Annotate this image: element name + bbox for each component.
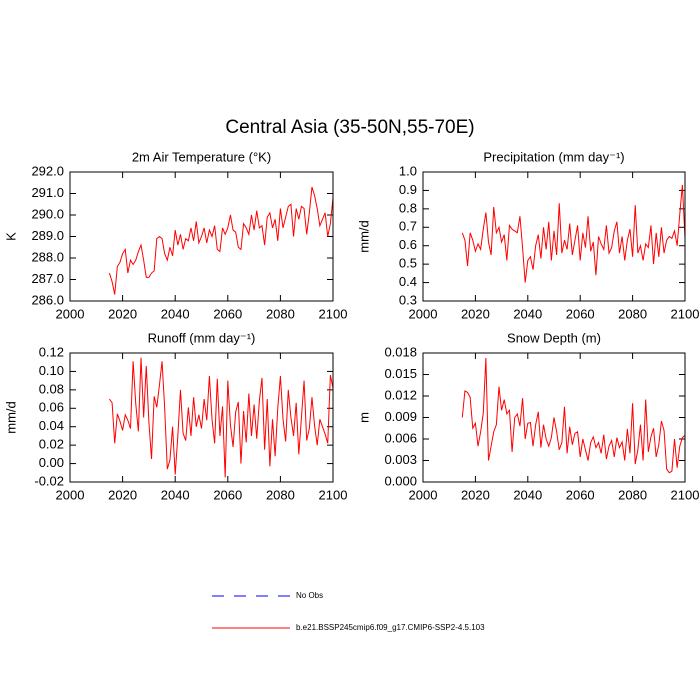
y-tick-label: 1.0: [399, 163, 417, 178]
x-tick-label: 2000: [56, 487, 85, 502]
x-tick-label: 2100: [319, 306, 348, 321]
y-tick-label: 0.000: [384, 473, 417, 488]
x-tick-label: 2100: [671, 487, 700, 502]
y-axis-label: mm/d: [3, 401, 18, 434]
x-tick-label: 2040: [161, 306, 190, 321]
y-tick-label: 0.003: [384, 452, 417, 467]
y-tick-label: 0.12: [39, 344, 64, 359]
data-line: [108, 186, 334, 295]
x-tick-label: 2000: [409, 487, 438, 502]
figure-title: Central Asia (35-50N,55-70E): [225, 117, 474, 138]
x-tick-label: 2060: [213, 487, 242, 502]
y-tick-label: 287.0: [31, 271, 64, 286]
x-tick-label: 2020: [108, 487, 137, 502]
x-tick-label: 2000: [409, 306, 438, 321]
y-tick-label: 289.0: [31, 228, 64, 243]
panel-title: 2m Air Temperature (°K): [132, 149, 271, 164]
plot-frame: [422, 171, 686, 302]
y-tick-label: 0.04: [39, 418, 64, 433]
panel-title: Runoff (mm day⁻¹): [148, 330, 256, 345]
y-tick-label: 0.009: [384, 409, 417, 424]
y-tick-label: 0.012: [384, 387, 417, 402]
y-tick-label: 0.018: [384, 344, 417, 359]
x-tick-label: 2080: [618, 306, 647, 321]
plot-frame: [422, 352, 686, 483]
y-tick-label: 0.6: [399, 237, 417, 252]
x-tick-label: 2080: [266, 306, 295, 321]
x-tick-label: 2020: [461, 306, 490, 321]
x-tick-label: 2000: [56, 306, 85, 321]
y-axis-label: mm/d: [356, 220, 371, 253]
x-tick-label: 2040: [513, 487, 542, 502]
legend-label: b.e21.BSSP245cmip6.f09_g17.CMIP6-SSP2-4.…: [296, 623, 485, 632]
y-tick-label: -0.02: [34, 473, 64, 488]
x-tick-label: 2060: [566, 306, 595, 321]
y-tick-label: 290.0: [31, 206, 64, 221]
x-tick-label: 2060: [213, 306, 242, 321]
y-tick-label: 0.4: [399, 274, 417, 289]
x-tick-label: 2080: [618, 487, 647, 502]
y-tick-label: 288.0: [31, 249, 64, 264]
y-tick-label: 0.06: [39, 400, 64, 415]
panel-title: Snow Depth (m): [507, 330, 601, 345]
y-tick-label: 0.8: [399, 200, 417, 215]
y-tick-label: 0.10: [39, 363, 64, 378]
y-tick-label: 292.0: [31, 163, 64, 178]
y-tick-label: 0.006: [384, 430, 417, 445]
plot-frame: [69, 171, 334, 302]
y-tick-label: 286.0: [31, 292, 64, 307]
data-line: [109, 357, 334, 478]
data-line: [461, 357, 686, 474]
legend-label: No Obs: [296, 591, 323, 600]
y-tick-label: 0.015: [384, 366, 417, 381]
y-tick-label: 0.02: [39, 437, 64, 452]
x-tick-label: 2020: [108, 306, 137, 321]
y-tick-label: 0.3: [399, 292, 417, 307]
x-tick-label: 2040: [513, 306, 542, 321]
y-axis-label: K: [3, 232, 18, 241]
x-tick-label: 2100: [671, 306, 700, 321]
x-tick-label: 2080: [266, 487, 295, 502]
y-tick-label: 291.0: [31, 185, 64, 200]
x-tick-label: 2020: [461, 487, 490, 502]
panel-title: Precipitation (mm day⁻¹): [483, 149, 624, 164]
plot-frame: [69, 352, 334, 483]
y-tick-label: 0.00: [39, 455, 64, 470]
y-axis-label: m: [356, 412, 371, 423]
y-tick-label: 0.5: [399, 256, 417, 271]
data-line: [461, 184, 686, 283]
y-tick-label: 0.08: [39, 381, 64, 396]
y-tick-label: 0.7: [399, 219, 417, 234]
x-tick-label: 2060: [566, 487, 595, 502]
y-tick-label: 0.9: [399, 182, 417, 197]
x-tick-label: 2100: [319, 487, 348, 502]
x-tick-label: 2040: [161, 487, 190, 502]
